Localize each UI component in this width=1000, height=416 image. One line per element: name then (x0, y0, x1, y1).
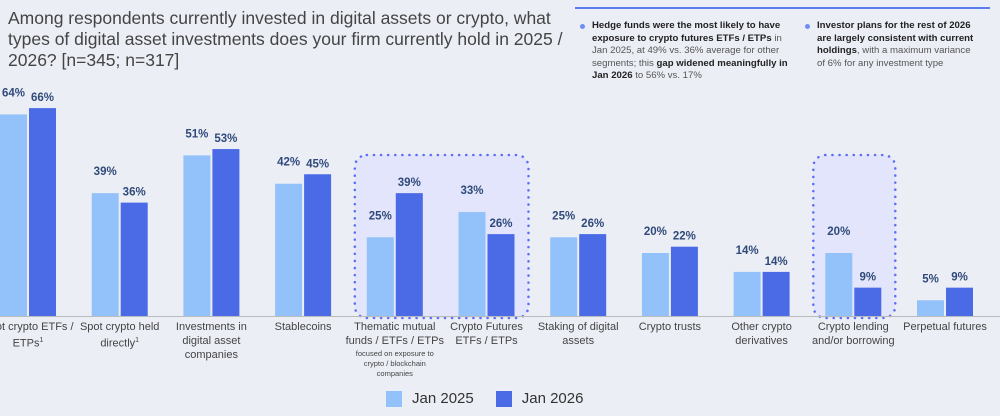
bar-jan-2026 (29, 108, 56, 316)
bar-jan-2025 (917, 300, 944, 316)
bar-jan-2026 (579, 234, 607, 316)
category-text: Investments in digital asset companies (175, 321, 247, 361)
note-text: Investor plans for the rest of 2026 are … (817, 20, 974, 56)
category-label: Perpetual futures (895, 320, 995, 334)
data-label: 20% (827, 226, 850, 238)
category-label: Thematic mutual funds / ETFs / ETPs focus… (345, 320, 445, 379)
bar-jan-2025 (0, 114, 27, 317)
data-label: 36% (123, 187, 146, 199)
category-label: Crypto lending and/or borrowing (803, 320, 903, 348)
legend-label: Jan 2025 (412, 390, 474, 407)
note-text: to 56% vs. 17% (632, 70, 702, 81)
bar-jan-2026 (670, 246, 698, 316)
bar-jan-2026 (487, 234, 515, 316)
bar-jan-2025 (458, 212, 486, 316)
data-label: 53% (214, 133, 237, 145)
data-label: 25% (369, 210, 392, 222)
data-label: 25% (552, 210, 575, 222)
bar-jan-2025 (825, 253, 853, 316)
data-label: 5% (922, 273, 939, 285)
category-text: Spot crypto held directly (79, 321, 160, 350)
category-label: Other crypto derivatives (712, 320, 812, 348)
category-text: Spot crypto ETFs / ETPs (0, 321, 74, 350)
category-label: Crypto Futures ETFs / ETPs (437, 320, 537, 348)
category-text: Stablecoins (274, 321, 332, 333)
bullet-icon (805, 24, 810, 29)
data-label: 51% (185, 128, 208, 140)
data-label: 9% (859, 272, 876, 284)
legend: Jan 2025 Jan 2026 (386, 390, 583, 407)
legend-item-jan-2025: Jan 2025 (386, 390, 474, 407)
data-label: 26% (489, 218, 512, 230)
data-label: 42% (277, 157, 300, 169)
note-text: gap widened meaningfully in Jan 2026 (592, 57, 788, 82)
category-text: Other crypto derivatives (731, 321, 792, 347)
data-label: 14% (736, 245, 759, 257)
category-text: Staking of digital assets (537, 321, 619, 347)
category-label: Investments in digital asset companies (161, 320, 261, 362)
bar-jan-2026 (946, 287, 973, 316)
footnote-marker: 1 (135, 337, 140, 344)
note-text: Hedge funds were the most likely to have… (592, 20, 781, 44)
bar-jan-2025 (366, 237, 394, 316)
note-text: , with a maximum variance of 6% for any … (817, 45, 971, 69)
bar-jan-2025 (550, 237, 578, 316)
bar-jan-2026 (854, 287, 882, 316)
data-label: 66% (31, 92, 54, 104)
bar-jan-2026 (304, 174, 332, 316)
category-text: Perpetual futures (903, 321, 987, 333)
data-label: 14% (765, 256, 788, 268)
footnote-marker: 1 (39, 337, 44, 344)
legend-swatch (386, 390, 402, 407)
bar-jan-2025 (91, 193, 119, 316)
category-subtext: focused on exposure to crypto / blockcha… (355, 349, 434, 378)
data-label: 33% (460, 185, 483, 197)
bar-jan-2025 (183, 155, 211, 316)
category-label: Spot crypto ETFs / ETPs1 (0, 320, 78, 351)
data-label: 26% (581, 218, 604, 230)
legend-swatch (495, 390, 512, 407)
category-text: Thematic mutual funds / ETFs / ETPs (345, 321, 444, 347)
data-label: 22% (673, 231, 696, 243)
data-label: 64% (2, 87, 25, 99)
bullet-icon (580, 24, 585, 29)
category-text: Crypto trusts (638, 321, 702, 333)
category-label: Crypto trusts (620, 320, 720, 334)
category-text: Crypto Futures ETFs / ETPs (450, 321, 523, 347)
legend-item-jan-2026: Jan 2026 (495, 390, 584, 407)
bar-jan-2025 (733, 271, 761, 316)
note-hedge-funds: Hedge funds were the most likely to have… (580, 20, 797, 83)
data-label: 39% (398, 177, 421, 189)
chart-title: Among respondents currently invested in … (8, 8, 563, 70)
data-label: 45% (306, 158, 329, 170)
category-label: Stablecoins (253, 320, 353, 334)
legend-label: Jan 2026 (521, 390, 584, 407)
bar-jan-2025 (641, 253, 669, 316)
divider (575, 7, 990, 9)
bar-jan-2026 (120, 202, 148, 316)
bar-jan-2025 (275, 183, 303, 316)
note-text: in Jan 2025, at 49% vs. 36% average for … (592, 32, 782, 69)
category-text: Crypto lending and/or borrowing (812, 321, 895, 347)
note-investor-plans: Investor plans for the rest of 2026 are … (805, 20, 977, 70)
category-label: Staking of digital assets (528, 320, 628, 348)
data-label: 39% (94, 166, 117, 178)
bar-jan-2026 (762, 271, 790, 316)
data-label: 9% (951, 272, 968, 284)
bar-jan-2026 (395, 193, 423, 316)
data-label: 20% (644, 226, 667, 238)
category-label: Spot crypto held directly1 (70, 320, 170, 351)
bar-jan-2026 (212, 149, 240, 316)
